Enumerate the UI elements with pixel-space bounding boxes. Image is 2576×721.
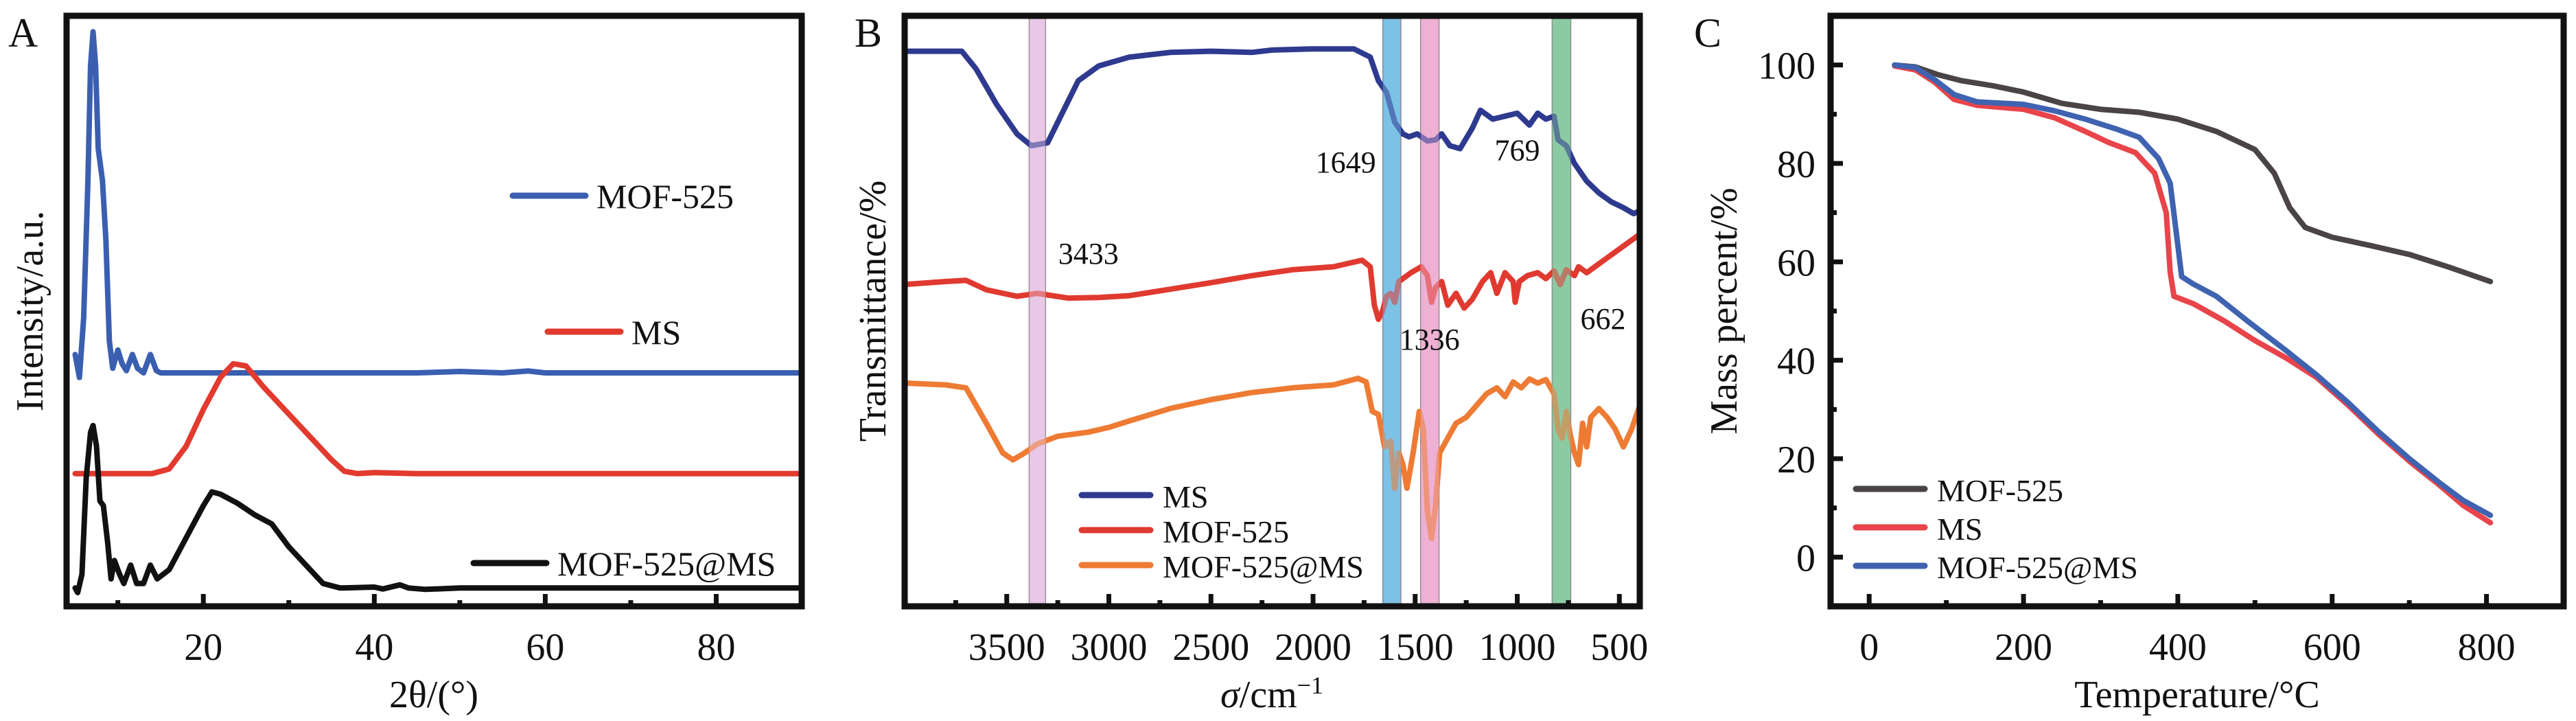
panel-a-x-ticks: 20 40 60 80 [115, 594, 735, 669]
panel-a-y-axis-title: Intensity/a.u. [9, 211, 51, 411]
panel-a-plot-area [72, 29, 804, 595]
panel-b-y-axis-title: Transmittance/% [852, 181, 894, 442]
panel-c-series-mof-525 [1892, 62, 2494, 284]
panel-b-band-overlay [1420, 19, 1439, 604]
panel-c-legend-label: MOF-525 [1937, 473, 2063, 508]
panel-b-ftir-chart: B 3500 3000 2500 2000 1500 1000 500 3433 1649 13… [852, 10, 1648, 716]
panel-c-letter: C [1694, 10, 1721, 56]
panel-b-plot-area [902, 19, 1643, 604]
panel-b-legend-label: MS [1163, 479, 1208, 514]
panel-c-y-tick-label: 60 [1777, 242, 1815, 284]
panel-c-y-tick-label: 40 [1777, 341, 1815, 383]
panel-c-x-axis-title: Temperature/°C [2074, 674, 2319, 716]
panel-a-xrd-chart: A 20 40 60 80 2θ/(°) Intensity/a.u. MOF-525… [8, 10, 805, 716]
panel-a-x-tick-label: 80 [697, 626, 735, 669]
panel-b-peak-label: 1649 [1316, 146, 1376, 179]
panel-c-y-tick-label: 20 [1777, 439, 1815, 481]
panel-b-letter: B [855, 10, 882, 56]
panel-b-peak-annotations: 3433 1649 1336 769 662 [1058, 134, 1626, 356]
panel-b-x-tick-label: 500 [1590, 626, 1648, 669]
panel-b-peak-label: 1336 [1400, 323, 1460, 356]
panel-b-peak-label: 769 [1495, 134, 1540, 168]
panel-a-series-ms [72, 360, 804, 477]
panel-b-x-tick-label: 3000 [1071, 626, 1148, 669]
panel-b-band-overlay [1552, 19, 1571, 604]
panel-b-legend-label: MOF-525@MS [1163, 549, 1364, 584]
panel-a-legend-label: MOF-525@MS [557, 545, 776, 583]
panel-a-legend-label: MOF-525 [596, 177, 734, 216]
panel-b-x-tick-label: 2500 [1172, 626, 1249, 669]
panel-b-band-overlay [1382, 19, 1401, 604]
panel-c-plot-area [1892, 62, 2494, 526]
panel-b-series-mof-525 [902, 231, 1643, 322]
panel-c-y-axis-title: Mass percent/% [1703, 187, 1745, 434]
panel-c-x-tick-label: 600 [2304, 626, 2361, 669]
panel-a-x-tick-label: 20 [184, 626, 222, 669]
panel-a-x-tick-label: 40 [355, 626, 393, 669]
panel-b-band-overlay [1029, 19, 1046, 604]
panel-a-series-mof-525 [72, 29, 804, 380]
panel-c-series-mof-525-ms [1892, 62, 2494, 518]
panel-c-y-tick-label: 0 [1796, 537, 1815, 580]
panel-a-legend: MOF-525 MS MOF-525@MS [470, 177, 776, 583]
panel-c-ticks: 0 200 400 600 800 0 20 40 60 80 100 [1758, 45, 2516, 669]
panel-c-x-tick-label: 0 [1859, 626, 1879, 669]
panel-a-x-tick-label: 60 [526, 626, 564, 669]
panel-c-legend-label: MS [1937, 512, 1982, 547]
panel-c-x-tick-label: 800 [2458, 626, 2516, 669]
panel-b-x-axis-title: σ/cm−1 [1220, 672, 1323, 716]
panel-b-peak-label: 662 [1580, 302, 1625, 336]
panel-b-legend-label: MOF-525 [1163, 514, 1289, 549]
panel-b-peak-label: 3433 [1058, 237, 1119, 271]
panel-a-frame [63, 12, 805, 610]
panel-b-x-tick-label: 3500 [968, 626, 1045, 669]
panel-a-series-mof-525-ms [72, 422, 804, 595]
panel-b-x-tick-label: 1000 [1479, 626, 1556, 669]
panel-b-x-ticks: 3500 3000 2500 2000 1500 1000 500 [953, 594, 1648, 669]
panel-b-x-tick-label: 2000 [1275, 626, 1351, 669]
panel-c-tga-chart: C 0 200 400 600 800 0 20 40 60 80 100 Temperature/… [1694, 10, 2567, 716]
panel-b-x-tick-label: 1500 [1377, 626, 1454, 669]
panel-c-x-tick-label: 200 [1995, 626, 2052, 669]
panel-b-series-mof-525-ms [902, 376, 1643, 542]
panel-a-legend-label: MS [631, 313, 681, 352]
panel-c-y-tick-label: 100 [1758, 45, 1815, 88]
panel-b-frame [901, 12, 1643, 610]
panel-b-series-ms [902, 46, 1643, 217]
panel-a-x-axis-title: 2θ/(°) [389, 674, 478, 716]
panel-b-highlight-bands [1028, 18, 1572, 604]
panel-a-letter: A [8, 10, 38, 56]
panel-c-y-tick-label: 80 [1777, 144, 1815, 186]
panel-c-x-tick-label: 400 [2149, 626, 2207, 669]
panel-c-legend-label: MOF-525@MS [1937, 550, 2138, 585]
